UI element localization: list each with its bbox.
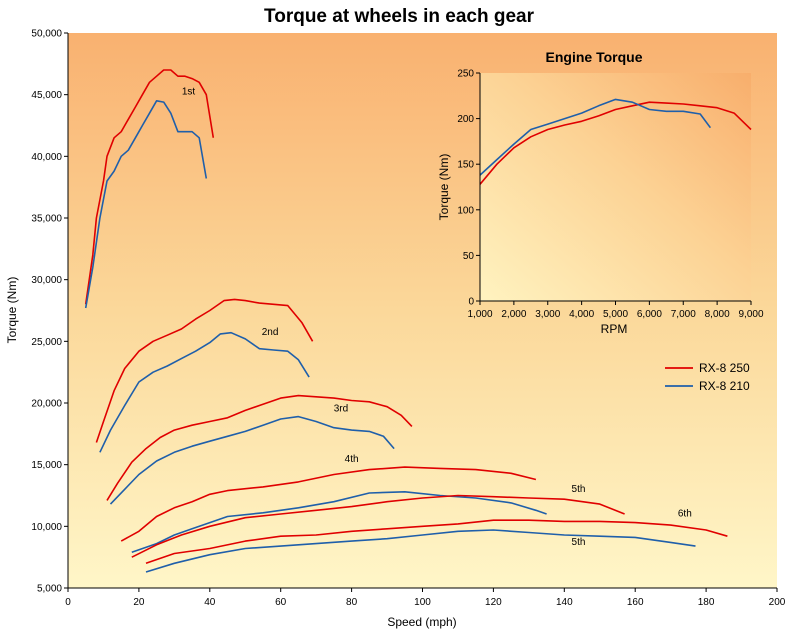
y-tick-label: 30,000	[31, 275, 62, 286]
series-line-rx-8-210-3rd	[109, 415, 395, 505]
inset-y-tick-label: 200	[457, 114, 474, 125]
inset-x-tick-label: 7,000	[671, 309, 696, 320]
gear-label-3rd: 3rd	[334, 404, 348, 415]
inset-y-tick-label: 250	[457, 69, 474, 80]
y-tick-label: 50,000	[31, 29, 62, 40]
series-line-rx-8-250-1st	[84, 69, 215, 305]
x-axis-label: Speed (mph)	[387, 615, 456, 629]
inset-series-line-rx-8-210	[479, 98, 712, 176]
inset-title: Engine Torque	[546, 49, 643, 65]
y-tick-label: 10,000	[31, 522, 62, 533]
x-tick-label: 100	[414, 597, 431, 608]
inset-series-line-rx-8-250	[479, 101, 752, 185]
gear-label-5th: 5th	[572, 484, 586, 495]
gear-label-4th: 4th	[345, 454, 359, 465]
gear-label-5th: 5th	[572, 537, 586, 548]
gear-label-2nd: 2nd	[262, 327, 279, 338]
x-tick-label: 80	[346, 597, 358, 608]
inset-x-tick-label: 6,000	[637, 309, 662, 320]
inset-y-tick-label: 50	[463, 251, 475, 262]
gear-labels: 1st 2nd 3rd 4th 5th 6th 5th	[182, 87, 692, 548]
chart-title: Torque at wheels in each gear	[264, 6, 535, 27]
inset-axes: 1,000 2,000 3,000 4,000 5,000 6,000 7,000 8,000…	[457, 69, 764, 321]
y-tick-label: 45,000	[31, 90, 62, 101]
inset-plot-area	[480, 73, 751, 301]
y-axis-label: Torque (Nm)	[5, 277, 19, 344]
x-tick-label: 140	[556, 597, 573, 608]
inset-x-tick-label: 5,000	[603, 309, 628, 320]
inset-x-tick-label: 9,000	[738, 309, 763, 320]
legend: RX-8 250 RX-8 210	[665, 361, 750, 393]
y-tick-label: 20,000	[31, 399, 62, 410]
legend-label-rx-8-250: RX-8 250	[699, 361, 750, 375]
main-series-lines	[84, 69, 728, 573]
series-line-rx-8-210-1st	[84, 100, 208, 309]
gear-label-1st: 1st	[182, 87, 196, 98]
inset-x-tick-label: 3,000	[535, 309, 560, 320]
inset-series-lines	[479, 98, 752, 185]
x-tick-label: 60	[275, 597, 287, 608]
inset-y-axis-label: Torque (Nm)	[437, 154, 451, 221]
y-tick-label: 25,000	[31, 337, 62, 348]
x-tick-label: 120	[485, 597, 502, 608]
legend-label-rx-8-210: RX-8 210	[699, 379, 750, 393]
inset-x-axis-label: RPM	[601, 322, 628, 336]
main-axes: 0 20 40 60 80 100 120 140 160 180 200 5,000 10,000 15…	[31, 29, 785, 609]
inset-x-tick-label: 2,000	[501, 309, 526, 320]
y-tick-label: 40,000	[31, 152, 62, 163]
x-tick-label: 200	[769, 597, 786, 608]
series-line-rx-8-250-2nd	[95, 298, 314, 443]
series-line-rx-8-250-5th	[131, 494, 625, 558]
series-line-rx-8-210-2nd	[99, 331, 310, 453]
series-line-rx-8-210-4th	[131, 491, 547, 553]
inset-x-tick-label: 1,000	[467, 309, 492, 320]
inset-chart: Engine Torque 1,000 2,000 3,000 4,000 5,000 6…	[437, 49, 764, 336]
x-tick-label: 160	[627, 597, 644, 608]
series-line-rx-8-210-5th	[145, 529, 696, 573]
y-tick-label: 5,000	[37, 584, 62, 595]
inset-x-tick-label: 8,000	[705, 309, 730, 320]
series-line-rx-8-250-4th	[120, 466, 537, 542]
x-tick-label: 40	[204, 597, 216, 608]
gear-label-6th: 6th	[678, 508, 692, 519]
inset-x-tick-label: 4,000	[569, 309, 594, 320]
series-line-rx-8-250-3rd	[106, 394, 413, 501]
inset-y-tick-label: 150	[457, 160, 474, 171]
y-tick-label: 35,000	[31, 214, 62, 225]
x-tick-label: 180	[698, 597, 715, 608]
inset-y-tick-label: 0	[468, 297, 474, 308]
inset-y-tick-label: 100	[457, 205, 474, 216]
series-line-rx-8-250-6th	[145, 519, 728, 565]
x-tick-label: 20	[133, 597, 145, 608]
x-tick-label: 0	[65, 597, 71, 608]
y-tick-label: 15,000	[31, 460, 62, 471]
